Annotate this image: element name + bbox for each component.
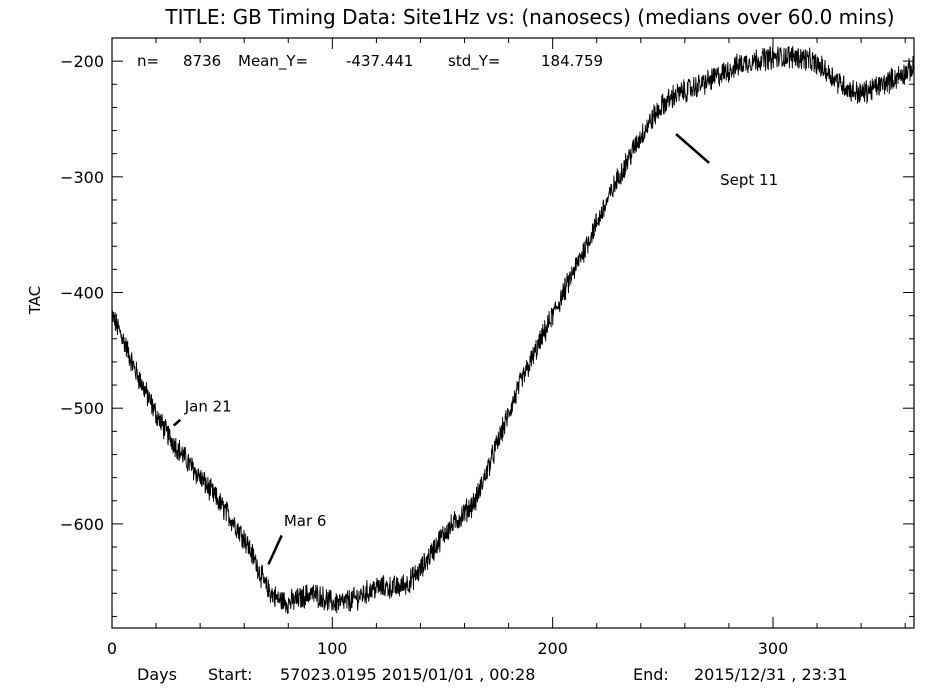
stats-std-value: 184.759 [541,52,603,70]
annotation-label: Jan 21 [184,398,232,416]
stats-line: n= 8736 Mean_Y= -437.441 std_Y= 184.759 [137,52,603,71]
x-axis-label: Days [137,665,177,684]
annotation-label: Mar 6 [284,512,327,530]
stats-n-label: n= [137,52,159,70]
footer-end-label: End: [633,665,669,684]
annotations: Jan 21 Mar 6 Sept 11 [172,133,778,565]
stats-mean-label: Mean_Y= [238,52,308,71]
annotation-pointer [267,534,283,565]
chart-title: TITLE: GB Timing Data: Site1Hz vs: (nano… [164,5,894,29]
x-tick-label: 0 [107,639,117,658]
y-tick-label: −200 [60,52,104,71]
annotation-pointer [675,133,710,164]
footer: Days Start: 57023.0195 2015/01/01 , 00:2… [137,665,848,684]
x-tick-label: 200 [537,639,568,658]
y-tick-label: −600 [60,515,104,534]
annotation-pointer [172,418,182,427]
data-series-line [111,45,915,615]
x-tick-label: 300 [758,639,789,658]
y-tick-label: −300 [60,168,104,187]
axis-ticks: 0 100 200 300 −200 −300 −400 −500 −600 [60,37,914,658]
footer-start-value: 57023.0195 2015/01/01 , 00:28 [280,665,535,684]
footer-end-value: 2015/12/31 , 23:31 [694,665,848,684]
stats-std-label: std_Y= [448,52,500,71]
plot-frame [111,37,915,629]
stats-mean-value: -437.441 [346,52,413,70]
y-tick-label: −500 [60,399,104,418]
x-tick-label: 100 [317,639,348,658]
footer-start-label: Start: [208,665,252,684]
stats-n-value: 8736 [183,52,221,70]
series-layer [111,45,915,615]
annotation-label: Sept 11 [720,171,778,189]
y-tick-label: −400 [60,284,104,303]
y-axis-label: TAC [26,286,44,315]
